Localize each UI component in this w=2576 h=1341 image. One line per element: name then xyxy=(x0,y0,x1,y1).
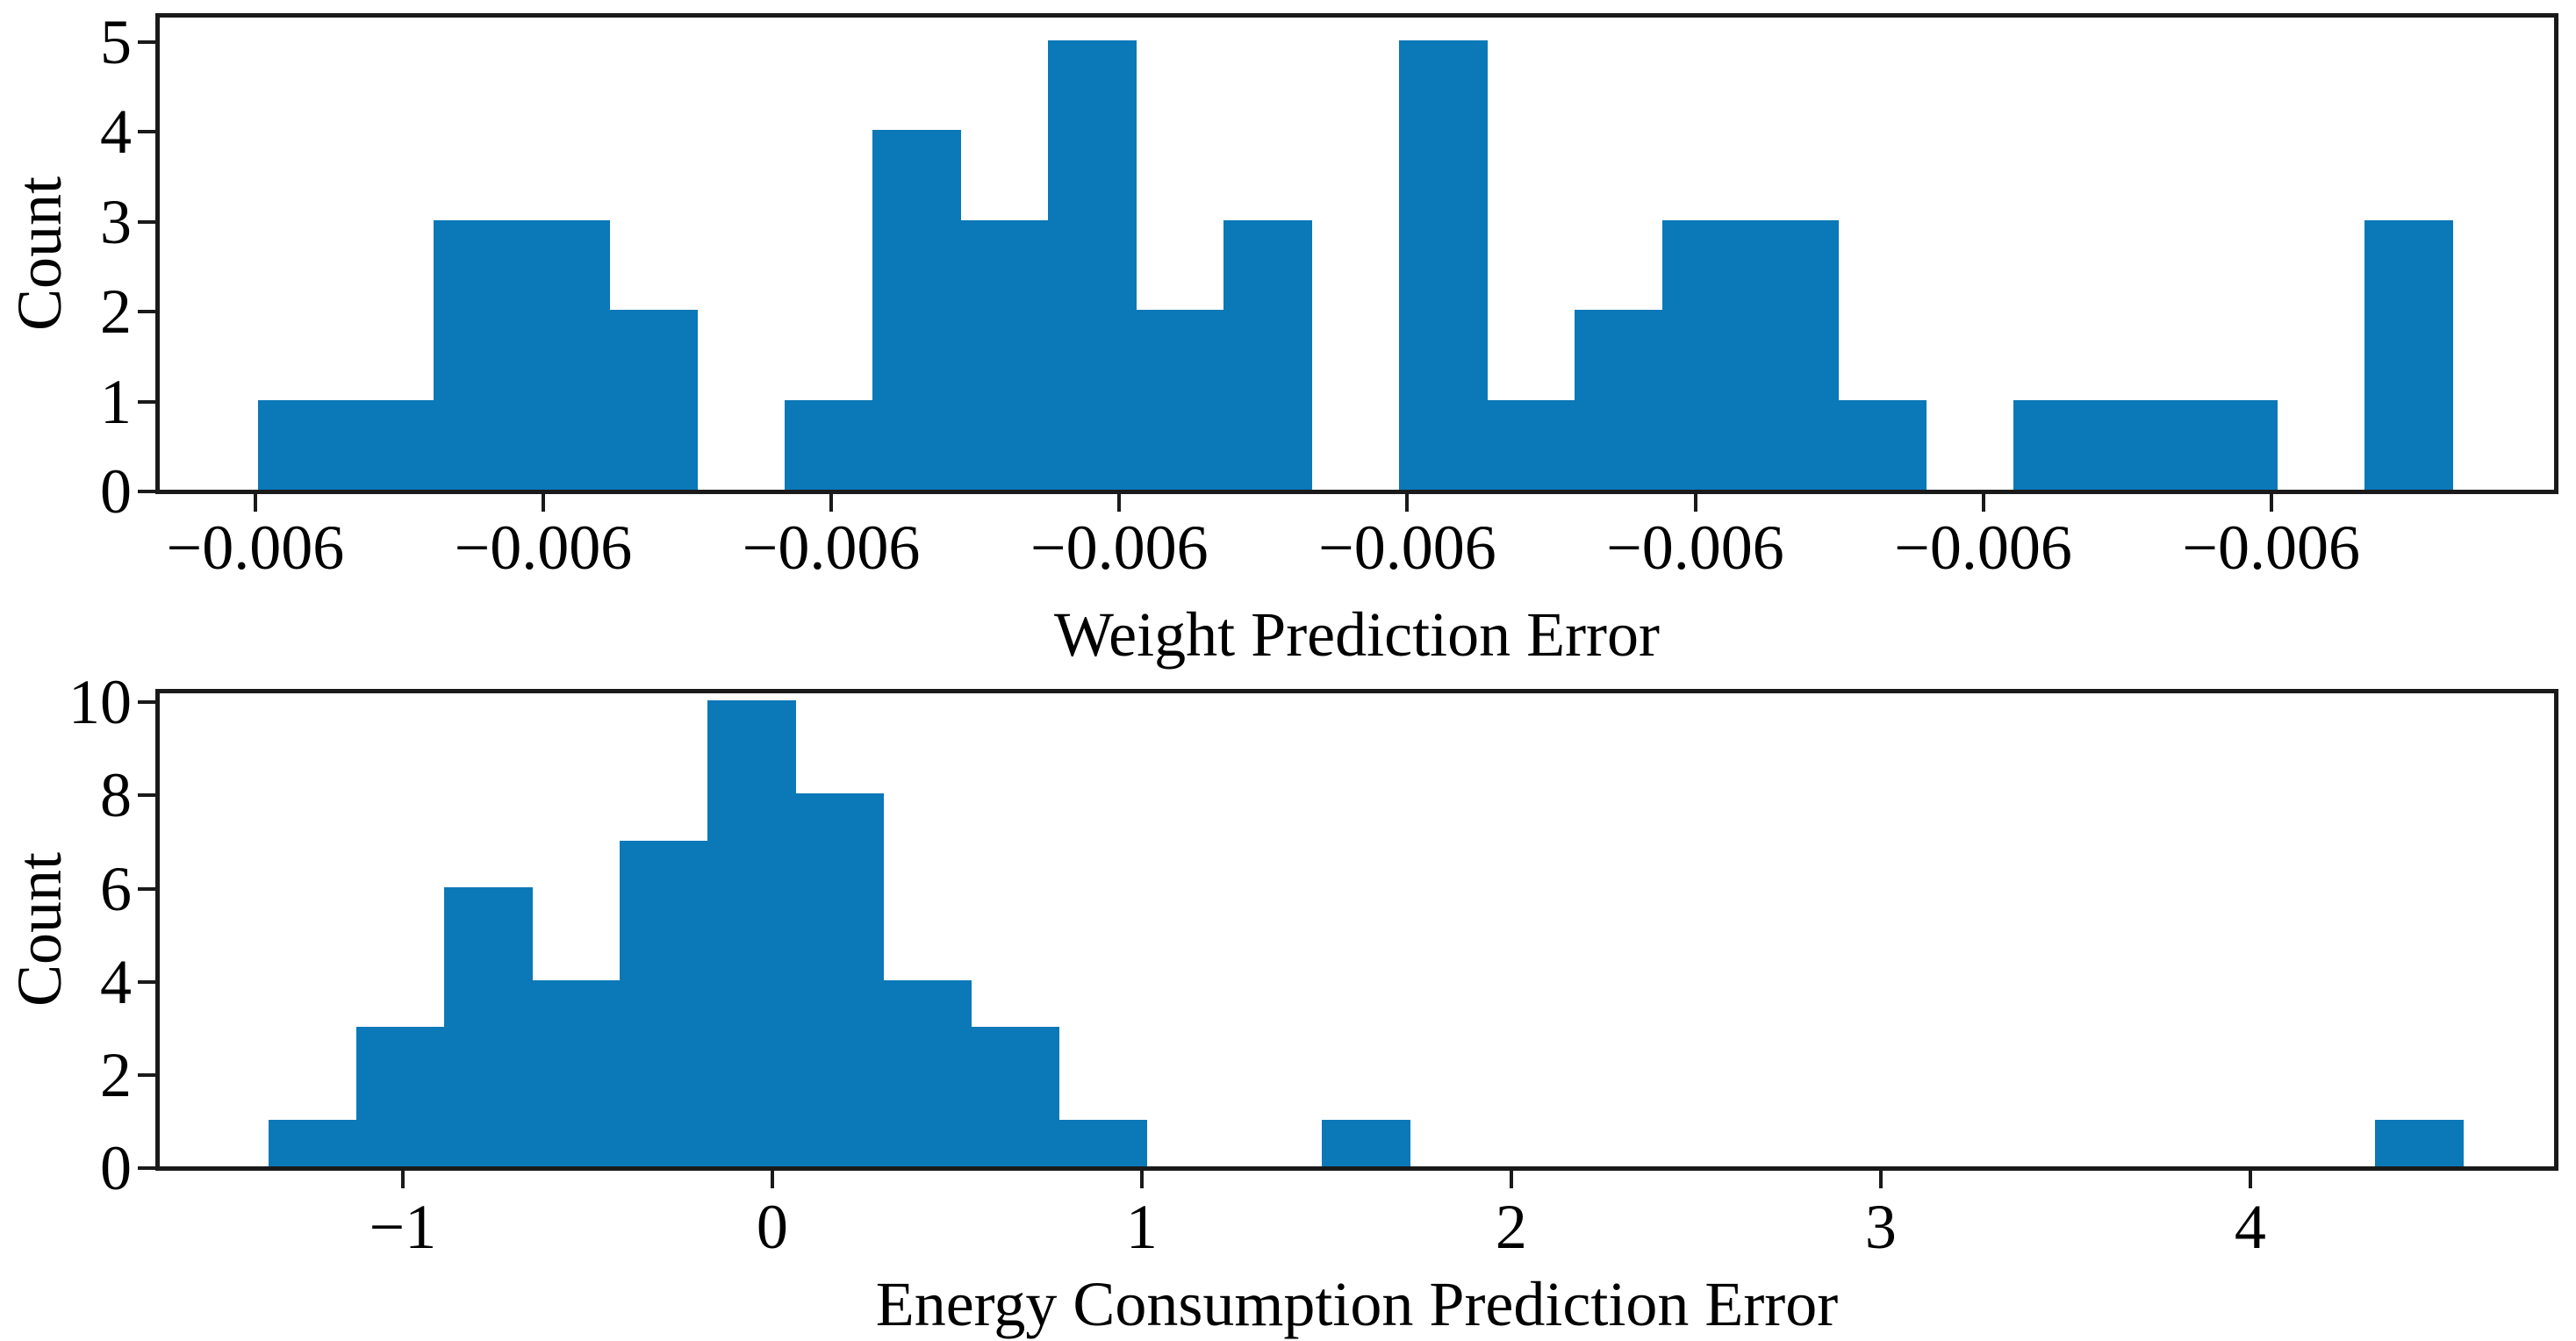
histogram-bar xyxy=(872,130,961,490)
y-axis-title: Count xyxy=(4,176,75,331)
x-tick-mark xyxy=(1981,494,1985,512)
x-tick-label: −0.006 xyxy=(2182,513,2360,583)
histogram-bar xyxy=(520,219,610,490)
histogram-bar xyxy=(794,793,884,1166)
histogram-bar xyxy=(784,399,873,490)
y-tick-mark xyxy=(138,130,155,134)
histogram-bar xyxy=(2100,399,2190,490)
histogram-bar xyxy=(268,1119,357,1166)
x-tick-label: −1 xyxy=(369,1192,437,1262)
y-tick-mark xyxy=(138,700,155,705)
histogram-bar xyxy=(433,219,522,490)
x-tick-label: 2 xyxy=(1495,1192,1527,1262)
x-tick-mark xyxy=(829,494,834,512)
x-tick-mark xyxy=(2248,1171,2252,1188)
histogram-bar xyxy=(1661,219,1751,490)
x-tick-label: −0.006 xyxy=(1030,513,1209,583)
y-tick-label: 8 xyxy=(100,760,132,831)
y-tick-mark xyxy=(138,219,155,224)
y-axis-title: Count xyxy=(4,851,75,1008)
x-tick-mark xyxy=(1693,494,1697,512)
histogram-bar xyxy=(2013,399,2102,490)
y-tick-mark xyxy=(138,490,155,493)
x-axis-title: Weight Prediction Error xyxy=(1053,599,1661,670)
histogram-bar xyxy=(608,310,698,490)
y-tick-label: 3 xyxy=(100,186,132,257)
histogram-bar xyxy=(531,979,621,1166)
histogram-bar xyxy=(619,840,708,1166)
x-tick-label: −0.006 xyxy=(1894,513,2072,583)
x-tick-mark xyxy=(1405,494,1410,512)
y-tick-mark xyxy=(138,979,155,984)
plot-area-frame xyxy=(155,13,2558,494)
x-tick-label: −0.006 xyxy=(1318,513,1496,583)
x-axis-title: Energy Consumption Prediction Error xyxy=(875,1269,1839,1339)
y-tick-label: 2 xyxy=(100,276,132,348)
x-tick-mark xyxy=(1878,1171,1883,1188)
x-tick-mark xyxy=(1509,1171,1513,1188)
x-tick-mark xyxy=(400,1171,405,1188)
y-tick-mark xyxy=(138,1166,155,1170)
y-tick-mark xyxy=(138,793,155,798)
x-tick-mark xyxy=(542,494,545,512)
x-tick-mark xyxy=(253,494,257,512)
y-tick-mark xyxy=(138,310,155,314)
histogram-bar xyxy=(2188,399,2278,490)
x-tick-label: 4 xyxy=(2234,1192,2266,1262)
y-tick-label: 10 xyxy=(68,667,132,738)
y-tick-mark xyxy=(138,1072,155,1077)
y-tick-mark xyxy=(138,399,155,404)
histogram-bar xyxy=(1837,399,1927,490)
histogram-bar xyxy=(1135,310,1224,490)
x-tick-label: −0.006 xyxy=(166,513,345,583)
histogram-bar xyxy=(1047,39,1137,490)
x-tick-label: −0.006 xyxy=(454,513,633,583)
y-tick-mark xyxy=(138,886,155,891)
y-tick-label: 4 xyxy=(100,97,132,168)
y-tick-label: 6 xyxy=(100,853,132,924)
x-tick-label: −0.006 xyxy=(742,513,921,583)
plot-area-frame xyxy=(155,689,2558,1171)
histogram-bar xyxy=(959,219,1049,490)
histogram-bar xyxy=(2364,219,2453,490)
histogram-bar xyxy=(882,979,972,1166)
histogram-bar xyxy=(707,700,796,1166)
histogram-bar xyxy=(1486,399,1575,490)
histogram-bar xyxy=(1398,39,1488,490)
histogram-bar xyxy=(2374,1119,2464,1166)
histogram-bar xyxy=(257,399,347,490)
y-tick-label: 2 xyxy=(100,1039,132,1110)
histogram-bar xyxy=(355,1026,445,1166)
x-tick-mark xyxy=(2269,494,2273,512)
y-tick-label: 4 xyxy=(100,946,132,1017)
x-tick-label: −0.006 xyxy=(1606,513,1784,583)
histogram-bar xyxy=(345,399,434,490)
y-tick-label: 5 xyxy=(100,6,132,77)
x-tick-label: 3 xyxy=(1864,1192,1897,1262)
x-tick-mark xyxy=(1139,1171,1144,1188)
x-tick-label: 1 xyxy=(1125,1192,1158,1262)
y-tick-label: 1 xyxy=(100,366,132,437)
histogram-bar xyxy=(1223,219,1312,490)
y-tick-label: 0 xyxy=(100,456,132,527)
x-tick-mark xyxy=(1117,494,1122,512)
y-tick-label: 0 xyxy=(100,1133,132,1203)
histogram-bar xyxy=(1058,1119,1147,1166)
x-tick-label: 0 xyxy=(756,1192,788,1262)
histogram-bar xyxy=(970,1026,1059,1166)
histogram-bar xyxy=(1749,219,1839,490)
x-tick-mark xyxy=(770,1171,774,1188)
histogram-bar xyxy=(1321,1119,1410,1166)
y-tick-mark xyxy=(138,39,155,44)
histogram-bar xyxy=(1574,310,1663,490)
histogram-bar xyxy=(443,886,533,1166)
